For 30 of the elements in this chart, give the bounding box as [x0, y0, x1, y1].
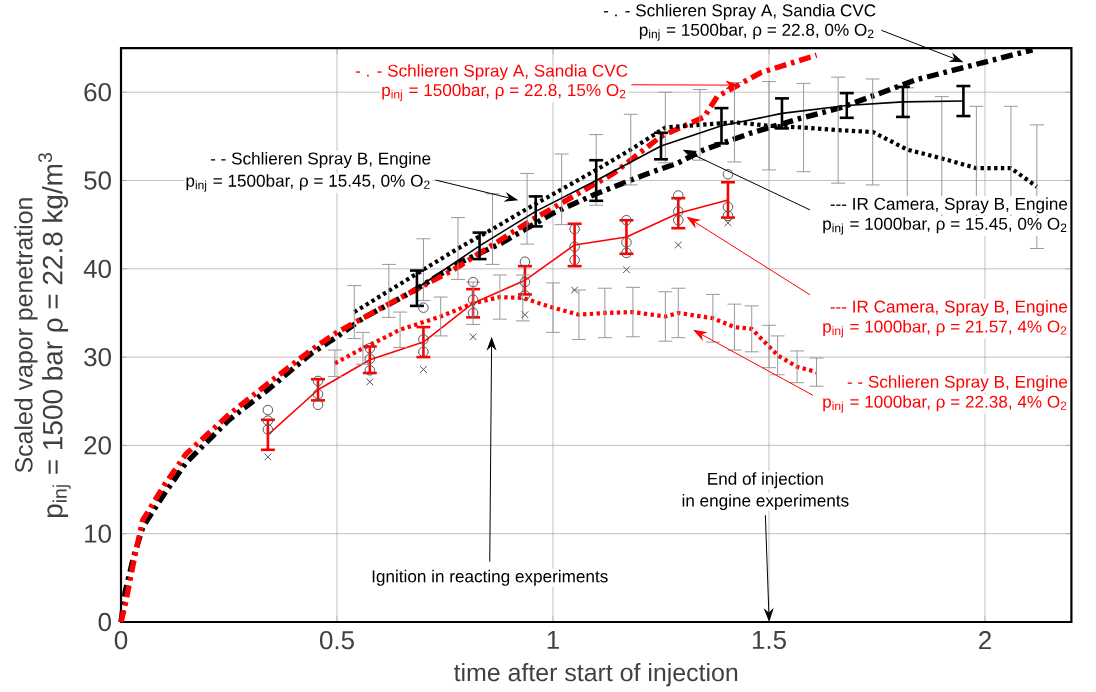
y-tick-label: 60 [84, 83, 111, 102]
annotation: p$_{inj}$ = 1500bar, ρ = 15.45, 0% O$_{2}$ [186, 174, 430, 192]
text: p$_{inj}$ = 1500bar, ρ = 22.8, 0% O$_{2}$ [639, 23, 874, 41]
annotation: p$_{inj}$ = 1500bar, ρ = 22.8, 15% O$_{2}$ [382, 83, 626, 101]
annotation: in engine experiments [682, 494, 849, 511]
annotation: p$_{inj}$ = 1000bar, ρ = 15.45, 0% O$_{2}$ [823, 217, 1067, 235]
x-tick-label: 0 [114, 631, 128, 650]
annotation: - - Schlieren Spray B, Engine [847, 375, 1068, 392]
annotation: - . - Schlieren Spray A, Sandia CVC [603, 3, 876, 20]
x-tick-label: 0.5 [320, 631, 354, 650]
y-tick-label: 40 [83, 259, 111, 278]
x-tick-label: 1.5 [752, 631, 786, 650]
x-tick-label: 2 [979, 631, 991, 650]
annotation: p$_{inj}$ = 1000bar, ρ = 22.38, 4% O$_{2}$ [823, 395, 1067, 413]
annotation: p$_{inj}$ = 1000bar, ρ = 21.57, 4% O$_{2}$ [823, 320, 1067, 338]
y-tick-label: 50 [84, 171, 111, 190]
y-tick-label: 0 [98, 612, 111, 632]
annotation: Ignition in reacting experiments [372, 569, 608, 586]
annotation: - - Schlieren Spray B, Engine [210, 152, 431, 168]
annotation: End of injection [708, 472, 823, 489]
x-tick-label: 1 [547, 631, 559, 649]
annotation: - . - Schlieren Spray A, Sandia CVC [355, 64, 628, 81]
annotation: --- IR Camera, Spray B, Engine [830, 197, 1068, 214]
annotation: --- IR Camera, Spray B, Engine [830, 300, 1068, 317]
y-tick-label: 20 [84, 436, 111, 455]
x-axis-title: time after start of injection [454, 663, 738, 687]
y-axis-title: Scaled vapor penetration [14, 198, 38, 473]
y-tick-label: 30 [84, 347, 111, 367]
y-tick-label: 10 [85, 524, 111, 543]
text: p$_{inj}$ = 1500 bar ρ = 22.8 kg/m$^{3}$ [38, 153, 71, 518]
